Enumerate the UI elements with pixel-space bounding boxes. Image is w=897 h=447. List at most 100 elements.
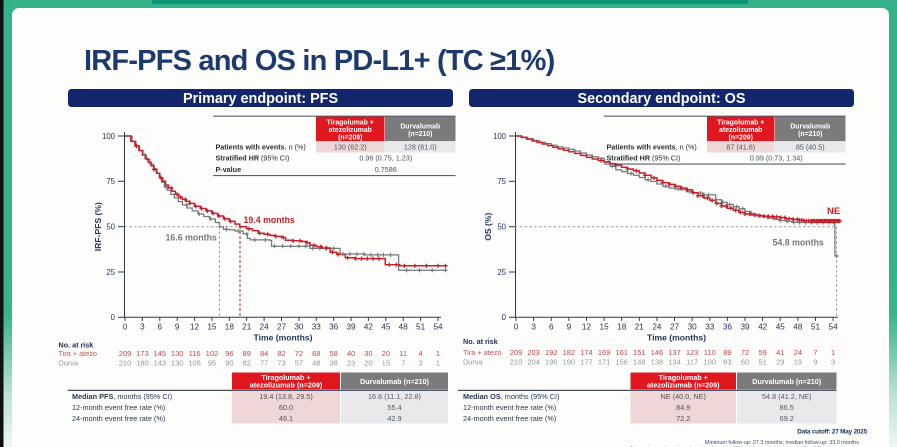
svg-text:Durvalumab: Durvalumab: [790, 124, 830, 131]
svg-text:33: 33: [705, 323, 715, 332]
svg-text:Time (months): Time (months): [253, 333, 312, 343]
svg-text:15: 15: [600, 323, 610, 332]
svg-text:36: 36: [723, 323, 733, 332]
svg-text:24: 24: [260, 323, 270, 332]
svg-text:161: 161: [615, 348, 628, 357]
svg-text:Durvalumab (n=210): Durvalumab (n=210): [752, 377, 822, 386]
svg-text:12-month event free rate (%): 12-month event free rate (%): [72, 403, 165, 412]
svg-text:0: 0: [111, 313, 116, 322]
svg-text:210: 210: [119, 358, 132, 367]
svg-text:(n=209): (n=209): [729, 135, 753, 142]
svg-text:151: 151: [633, 348, 646, 357]
svg-text:No. at risk: No. at risk: [59, 341, 94, 350]
svg-text:3: 3: [531, 323, 536, 332]
svg-text:atezolizumab (n=209): atezolizumab (n=209): [647, 381, 720, 390]
svg-text:54.8 months: 54.8 months: [773, 238, 824, 248]
svg-text:Durvalumab (n=210): Durvalumab (n=210): [360, 377, 430, 386]
svg-text:6: 6: [157, 323, 162, 332]
svg-text:P-value: P-value: [216, 165, 242, 174]
svg-text:173: 173: [136, 349, 149, 358]
svg-text:190: 190: [563, 357, 576, 366]
svg-text:196: 196: [545, 357, 558, 366]
svg-text:25: 25: [497, 268, 506, 277]
svg-text:33: 33: [312, 323, 322, 332]
svg-text:51: 51: [416, 323, 426, 332]
svg-text:48: 48: [312, 358, 320, 367]
svg-text:100: 100: [704, 357, 717, 366]
svg-text:203: 203: [527, 348, 540, 357]
svg-text:68: 68: [312, 349, 320, 358]
svg-text:15: 15: [382, 358, 390, 367]
svg-text:30: 30: [688, 323, 698, 332]
svg-text:Tiragolumab +: Tiragolumab +: [327, 120, 374, 127]
svg-text:Tira + atezo: Tira + atezo: [463, 348, 501, 357]
svg-text:24-month event free rate (%): 24-month event free rate (%): [463, 414, 556, 423]
svg-text:72: 72: [741, 348, 749, 357]
svg-text:116: 116: [189, 349, 201, 358]
svg-text:55.4: 55.4: [387, 403, 401, 412]
svg-text:72: 72: [295, 349, 303, 358]
svg-text:Stratified HR (95% CI): Stratified HR (95% CI): [607, 154, 681, 163]
svg-text:84.9: 84.9: [676, 403, 690, 412]
svg-text:Durvalumab: Durvalumab: [400, 124, 440, 131]
svg-text:146: 146: [651, 348, 664, 357]
svg-text:(n=209): (n=209): [338, 135, 362, 142]
svg-text:54.8 (41.2, NE): 54.8 (41.2, NE): [762, 392, 811, 401]
svg-text:29: 29: [776, 357, 784, 366]
svg-text:16.6 months: 16.6 months: [166, 233, 217, 243]
svg-text:192: 192: [545, 348, 558, 357]
svg-text:Median PFS, months (95% CI): Median PFS, months (95% CI): [72, 392, 172, 401]
svg-text:84: 84: [260, 349, 268, 358]
svg-text:38: 38: [329, 358, 337, 367]
svg-text:23: 23: [347, 358, 355, 367]
svg-text:1: 1: [436, 358, 440, 367]
svg-text:27: 27: [277, 323, 287, 332]
svg-text:18: 18: [225, 323, 235, 332]
svg-text:87 (41.6): 87 (41.6): [726, 142, 755, 151]
svg-text:3: 3: [419, 358, 423, 367]
svg-text:102: 102: [206, 349, 219, 358]
svg-text:20: 20: [382, 349, 390, 358]
svg-text:9: 9: [567, 323, 572, 332]
svg-text:atezolizumab (n=209): atezolizumab (n=209): [250, 381, 323, 390]
svg-text:60: 60: [741, 357, 749, 366]
svg-text:Primary endpoint: PFS: Primary endpoint: PFS: [183, 91, 339, 107]
svg-text:130: 130: [171, 349, 184, 358]
svg-text:7: 7: [401, 358, 405, 367]
svg-text:NE (40.0, NE): NE (40.0, NE): [661, 392, 706, 401]
svg-text:0: 0: [502, 313, 507, 322]
svg-text:Patients with events, n (%): Patients with events, n (%): [607, 142, 697, 151]
svg-text:75: 75: [106, 177, 115, 186]
svg-text:48: 48: [399, 323, 409, 332]
svg-text:45: 45: [381, 323, 391, 332]
svg-text:54: 54: [433, 323, 443, 332]
svg-text:19.4 (13.8, 29.5): 19.4 (13.8, 29.5): [259, 392, 313, 401]
svg-text:89: 89: [723, 348, 731, 357]
svg-text:30: 30: [364, 349, 372, 358]
svg-text:50: 50: [106, 222, 115, 231]
svg-text:7: 7: [813, 348, 817, 357]
svg-text:209: 209: [510, 348, 523, 357]
svg-text:95: 95: [208, 358, 216, 367]
svg-text:82: 82: [243, 358, 251, 367]
svg-text:90: 90: [225, 358, 233, 367]
svg-text:51: 51: [811, 323, 821, 332]
svg-text:69.2: 69.2: [780, 414, 794, 423]
svg-text:177: 177: [580, 357, 593, 366]
svg-text:0.7586: 0.7586: [375, 165, 397, 174]
svg-text:0: 0: [123, 323, 128, 332]
svg-text:Tira + atezo: Tira + atezo: [59, 349, 97, 358]
svg-text:OS (%): OS (%): [483, 212, 493, 240]
svg-text:12: 12: [582, 323, 592, 332]
svg-text:134: 134: [668, 357, 681, 366]
svg-text:39: 39: [347, 323, 357, 332]
svg-text:50: 50: [497, 222, 506, 231]
svg-text:145: 145: [154, 349, 167, 358]
svg-text:100: 100: [493, 132, 507, 141]
svg-text:Tiragolumab +: Tiragolumab +: [717, 120, 764, 127]
svg-text:143: 143: [154, 358, 167, 367]
svg-text:24: 24: [652, 323, 662, 332]
svg-text:0.96 (0.75, 1.23): 0.96 (0.75, 1.23): [359, 154, 412, 163]
svg-text:1: 1: [436, 349, 440, 358]
svg-text:204: 204: [527, 357, 540, 366]
